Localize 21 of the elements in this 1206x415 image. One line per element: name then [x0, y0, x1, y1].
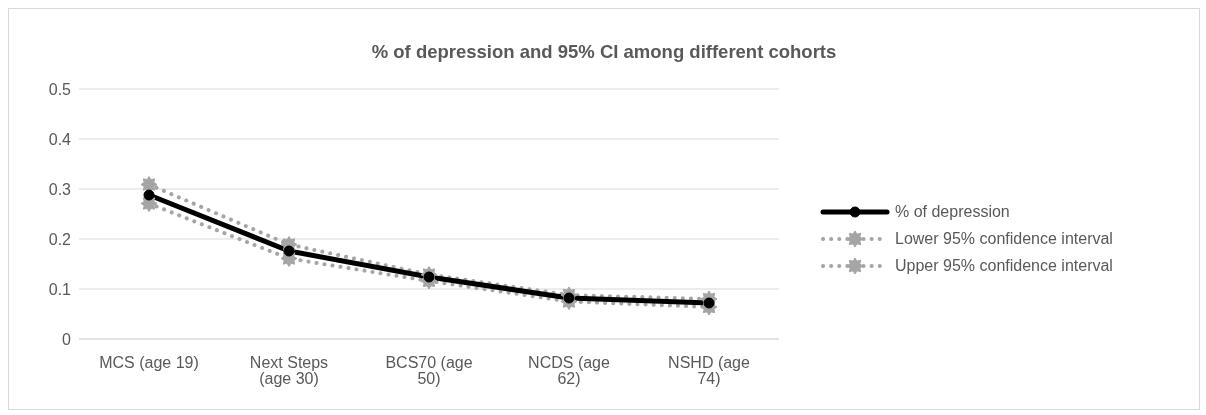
y-tick-label: 0.5 — [48, 80, 72, 98]
x-tick-label: MCS (age 19) — [99, 354, 199, 372]
point — [703, 297, 715, 309]
legend-label: % of depression — [895, 203, 1010, 221]
x-tick-label: BCS70 (age 50) — [385, 354, 473, 388]
x-tick-label: Next Steps (age 30) — [249, 354, 329, 388]
point — [283, 245, 295, 257]
y-tick-label: 0.2 — [48, 230, 72, 248]
y-tick-label: 0 — [62, 330, 72, 348]
legend-label: Upper 95% confidence interval — [895, 257, 1113, 275]
y-tick-label: 0.4 — [48, 130, 72, 148]
legend-label: Lower 95% confidence interval — [895, 230, 1113, 248]
x-tick-label: NSHD (age 74) — [668, 354, 750, 388]
y-tick-label: 0.3 — [48, 180, 72, 198]
chart-title: % of depression and 95% CI among different cohorts — [370, 40, 838, 64]
point — [423, 271, 435, 283]
y-tick-label: 0.1 — [48, 280, 72, 298]
point — [143, 189, 155, 201]
point — [140, 176, 158, 193]
x-tick-label: NCDS (age 62) — [528, 354, 610, 388]
point — [563, 292, 575, 304]
